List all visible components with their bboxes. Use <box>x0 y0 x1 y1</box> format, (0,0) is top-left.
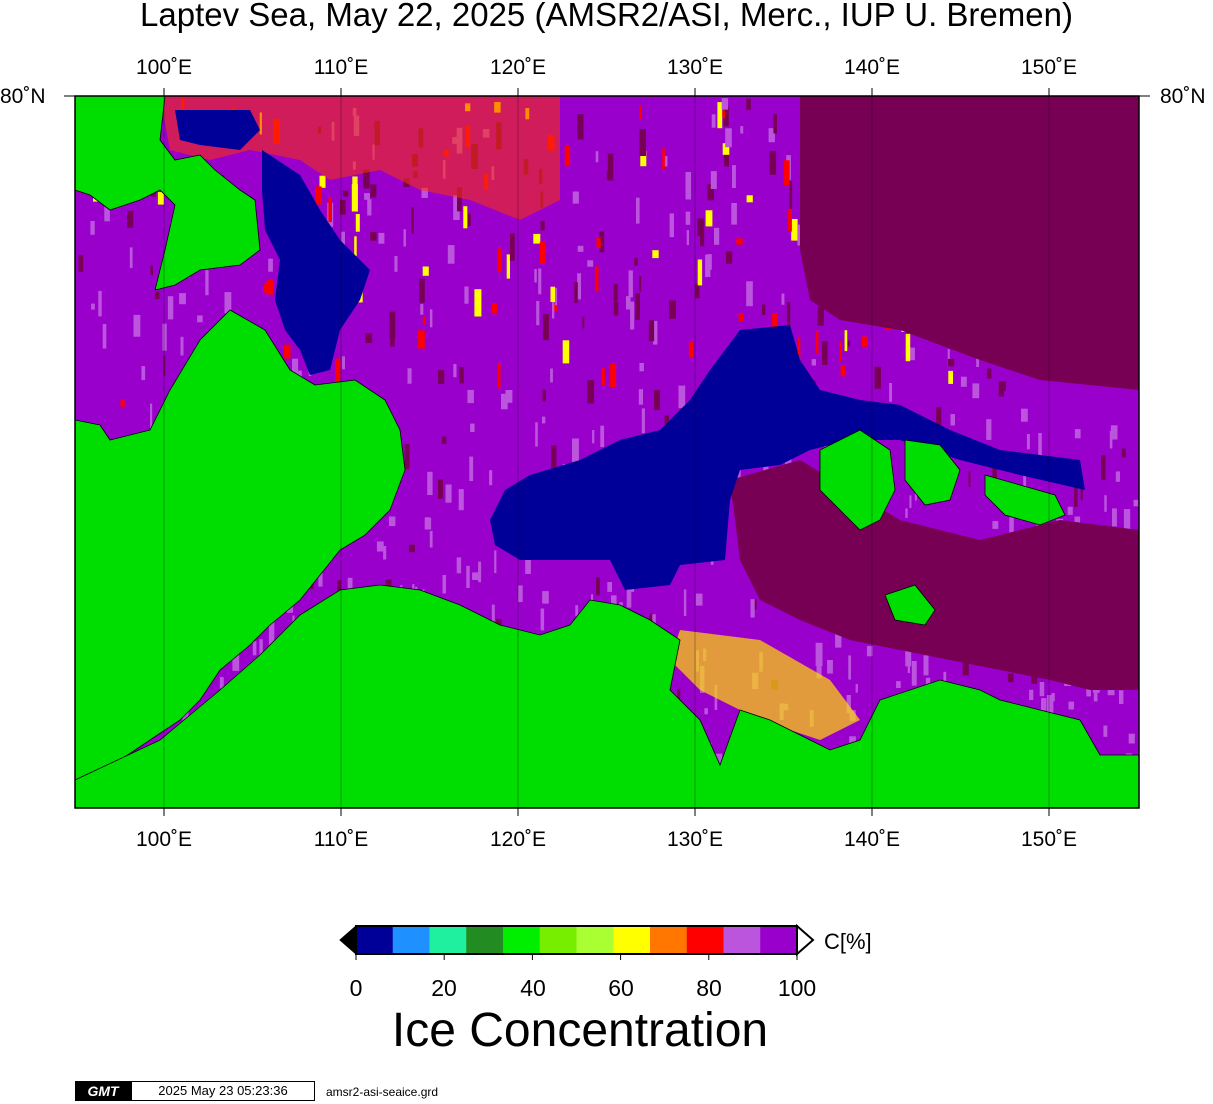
lon-label-bottom-120: 120˚E <box>489 828 547 851</box>
lon-label-top-150: 150˚E <box>1020 56 1078 79</box>
gmt-logo: GMT <box>75 1081 131 1101</box>
polynya-north <box>175 110 260 150</box>
taymyr-peninsula <box>75 309 406 781</box>
colorbar-swatch <box>356 926 394 954</box>
lon-label-bottom-140: 140˚E <box>843 828 901 851</box>
lon-label-top-130: 130˚E <box>666 56 724 79</box>
colorbar-tick: 100 <box>777 975 817 1001</box>
colorbar-swatch <box>466 926 504 954</box>
lon-label-top-120: 120˚E <box>489 56 547 79</box>
source-filename: amsr2-asi-seaice.grd <box>326 1085 439 1099</box>
colorbar-swatch <box>392 926 430 954</box>
colorbar-tick: 80 <box>696 975 722 1001</box>
severnaya-zemlya <box>75 96 261 291</box>
colorbar-tick: 20 <box>431 975 457 1001</box>
lon-label-bottom-150: 150˚E <box>1020 828 1078 851</box>
colorbar-swatch <box>576 926 614 954</box>
colorbar-swatch <box>613 926 651 954</box>
colorbar-swatch <box>539 926 577 954</box>
colorbar-swatch <box>503 926 541 954</box>
colorbar-tick: 60 <box>608 975 634 1001</box>
colorbar-swatch <box>760 926 798 954</box>
map-frame <box>74 95 1140 809</box>
lon-label-top-100: 100˚E <box>135 56 193 79</box>
colorbar-swatch <box>723 926 761 954</box>
new-siberian-island-2 <box>904 439 961 506</box>
map-title: Laptev Sea, May 22, 2025 (AMSR2/ASI, Mer… <box>140 0 1073 33</box>
new-siberian-island-3 <box>984 474 1066 526</box>
ice-gradient-southcoast <box>670 630 860 740</box>
colorbar-low-triangle <box>339 924 357 956</box>
multiyear-ice-southeast <box>730 460 1139 690</box>
bolshoy-lyakhovsky-island <box>884 584 936 626</box>
lon-label-top-140: 140˚E <box>843 56 901 79</box>
colorbar-tick: 0 <box>349 975 363 1001</box>
lon-label-bottom-110: 110˚E <box>313 828 369 851</box>
lon-label-bottom-100: 100˚E <box>135 828 193 851</box>
colorbar-high-triangle <box>796 923 815 957</box>
colorbar-title: Ice Concentration <box>391 1004 769 1057</box>
polynya-central <box>490 325 1085 590</box>
lon-label-top-110: 110˚E <box>313 56 369 79</box>
lat-label-right: 80˚N <box>1160 85 1206 108</box>
colorbar-tick: 40 <box>520 975 546 1001</box>
colorbar-swatch <box>650 926 688 954</box>
lon-label-bottom-130: 130˚E <box>666 828 724 851</box>
new-siberian-island-1 <box>819 429 896 531</box>
lat-label-left: 80˚N <box>0 85 46 108</box>
multiyear-ice-east <box>800 96 1139 390</box>
colorbar-swatch <box>686 926 724 954</box>
meridians <box>163 96 1050 808</box>
colorbar-unit: C[%] <box>824 929 872 954</box>
colorbar-swatch <box>429 926 467 954</box>
ice-gradient-north <box>160 96 560 220</box>
timestamp: 2025 May 23 05:23:36 <box>131 1081 315 1101</box>
polynya-northwest <box>262 150 370 375</box>
colorbar <box>339 923 815 960</box>
